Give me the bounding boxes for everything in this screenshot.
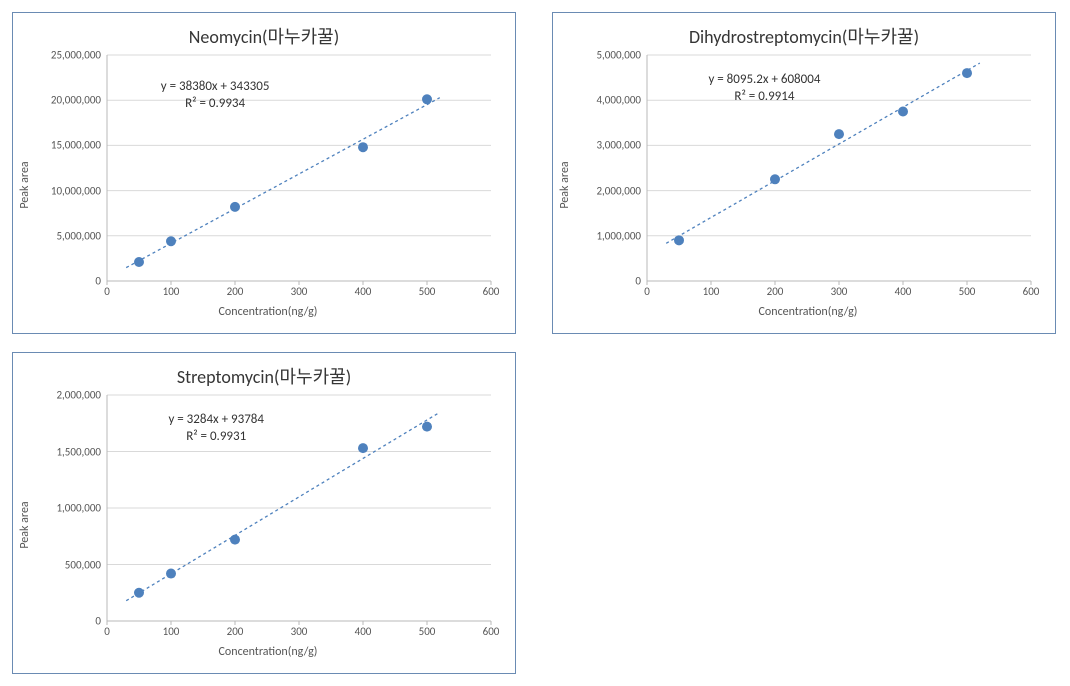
- y-tick-label: 500,000: [65, 558, 107, 571]
- y-axis-label: Peak area: [18, 161, 32, 208]
- y-axis-label: Peak area: [18, 501, 32, 548]
- x-tick-label: 200: [767, 281, 784, 298]
- x-tick-label: 500: [419, 621, 436, 638]
- chart-panel-dihydrostreptomycin: Dihydrostreptomycin(마누카꿀) Peak area y = …: [552, 12, 1056, 334]
- x-tick-label: 400: [895, 281, 912, 298]
- x-tick-label: 400: [355, 281, 372, 298]
- chart-svg: [647, 55, 1031, 281]
- equation-text: y = 38380x + 343305: [161, 78, 270, 96]
- y-tick-label: 5,000,000: [56, 229, 107, 242]
- r2-text: R² = 0.9931: [168, 428, 264, 446]
- y-axis-label: Peak area: [558, 161, 572, 208]
- x-axis-label: Concentration(ng/g): [31, 305, 505, 319]
- x-tick-label: 300: [291, 281, 308, 298]
- plot-area: y = 3284x + 93784 R² = 0.9931 0500,0001,…: [107, 395, 491, 621]
- y-tick-label: 2,000,000: [596, 184, 647, 197]
- y-tick-label: 10,000,000: [51, 184, 107, 197]
- x-axis-label: Concentration(ng/g): [31, 645, 505, 659]
- x-tick-label: 200: [227, 621, 244, 638]
- x-tick-label: 0: [104, 621, 110, 638]
- x-tick-label: 500: [959, 281, 976, 298]
- y-tick-label: 1,000,000: [56, 502, 107, 515]
- equation-box: y = 8095.2x + 608004 R² = 0.9914: [708, 71, 820, 106]
- equation-box: y = 3284x + 93784 R² = 0.9931: [168, 411, 264, 446]
- y-tick-label: 5,000,000: [596, 49, 647, 62]
- x-tick-label: 600: [483, 621, 500, 638]
- equation-box: y = 38380x + 343305 R² = 0.9934: [161, 78, 270, 113]
- x-tick-label: 300: [291, 621, 308, 638]
- plot-wrap: Peak area y = 3284x + 93784 R² = 0.9931 …: [31, 395, 505, 655]
- x-tick-label: 200: [227, 281, 244, 298]
- y-tick-label: 25,000,000: [51, 49, 107, 62]
- x-tick-label: 100: [163, 281, 180, 298]
- x-tick-label: 0: [104, 281, 110, 298]
- y-tick-label: 1,000,000: [596, 229, 647, 242]
- equation-text: y = 8095.2x + 608004: [708, 71, 820, 89]
- y-tick-label: 1,500,000: [56, 445, 107, 458]
- plot-wrap: Peak area y = 38380x + 343305 R² = 0.993…: [31, 55, 505, 315]
- r2-text: R² = 0.9934: [161, 95, 270, 113]
- y-tick-label: 15,000,000: [51, 139, 107, 152]
- x-tick-label: 600: [483, 281, 500, 298]
- chart-svg: [107, 395, 491, 621]
- x-tick-label: 0: [644, 281, 650, 298]
- chart-panel-neomycin: Neomycin(마누카꿀) Peak area y = 38380x + 34…: [12, 12, 516, 334]
- x-tick-label: 300: [831, 281, 848, 298]
- x-tick-label: 100: [163, 621, 180, 638]
- x-tick-label: 400: [355, 621, 372, 638]
- r2-text: R² = 0.9914: [708, 88, 820, 106]
- x-tick-label: 600: [1023, 281, 1040, 298]
- chart-title: Dihydrostreptomycin(마누카꿀): [553, 23, 1055, 49]
- plot-area: y = 38380x + 343305 R² = 0.9934 05,000,0…: [107, 55, 491, 281]
- y-tick-label: 3,000,000: [596, 139, 647, 152]
- x-tick-label: 100: [703, 281, 720, 298]
- equation-text: y = 3284x + 93784: [168, 411, 264, 429]
- x-axis-label: Concentration(ng/g): [571, 305, 1045, 319]
- chart-title: Neomycin(마누카꿀): [13, 23, 515, 49]
- plot-area: y = 8095.2x + 608004 R² = 0.9914 01,000,…: [647, 55, 1031, 281]
- x-tick-label: 500: [419, 281, 436, 298]
- chart-panel-streptomycin: Streptomycin(마누카꿀) Peak area y = 3284x +…: [12, 352, 516, 674]
- chart-title: Streptomycin(마누카꿀): [13, 363, 515, 389]
- y-tick-label: 2,000,000: [56, 389, 107, 402]
- y-tick-label: 20,000,000: [51, 94, 107, 107]
- y-tick-label: 4,000,000: [596, 94, 647, 107]
- chart-grid: Neomycin(마누카꿀) Peak area y = 38380x + 34…: [12, 12, 1058, 674]
- plot-wrap: Peak area y = 8095.2x + 608004 R² = 0.99…: [571, 55, 1045, 315]
